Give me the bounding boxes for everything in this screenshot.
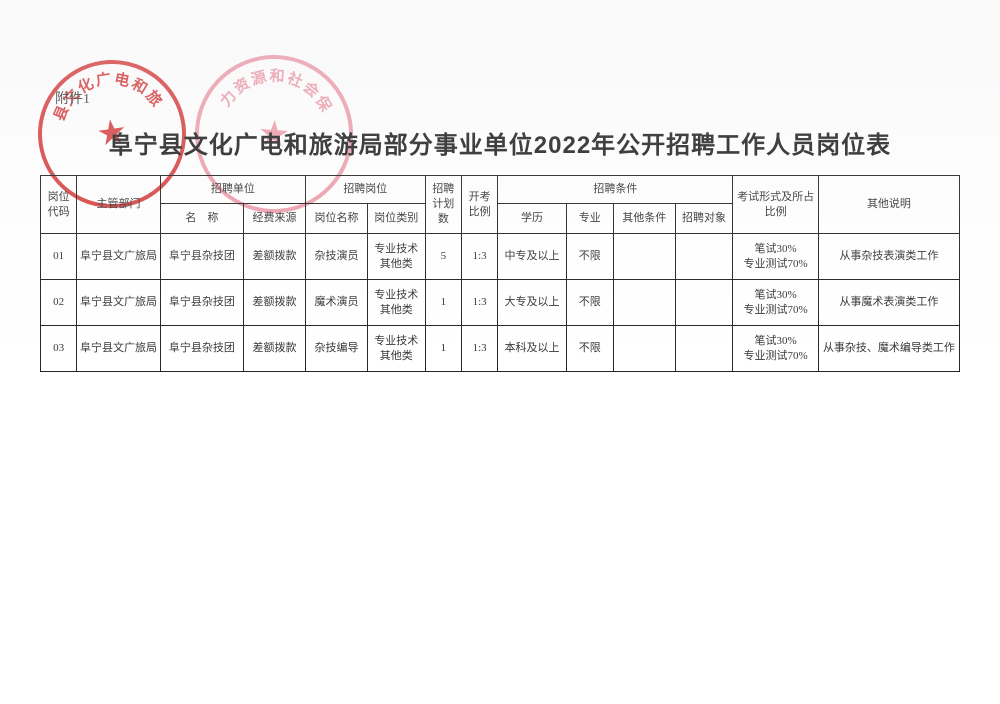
cell-pname: 魔术演员 xyxy=(305,280,367,326)
cell-major: 不限 xyxy=(566,326,613,372)
th-unit-group: 招聘单位 xyxy=(160,176,305,204)
cell-note: 从事魔术表演类工作 xyxy=(818,280,959,326)
seal-pink-text: 力资源和社会保 xyxy=(216,63,339,117)
table-header: 岗位代码 主管部门 招聘单位 招聘岗位 招聘计划数 开考比例 招聘条件 考试形式… xyxy=(41,176,960,234)
cell-edu: 本科及以上 xyxy=(498,326,566,372)
cell-unit: 阜宁县杂技团 xyxy=(160,234,243,280)
cell-note: 从事杂技表演类工作 xyxy=(818,234,959,280)
cell-other xyxy=(613,280,675,326)
cell-edu: 大专及以上 xyxy=(498,280,566,326)
th-major: 专业 xyxy=(566,204,613,234)
cell-pname: 杂技演员 xyxy=(305,234,367,280)
th-post-group: 招聘岗位 xyxy=(305,176,425,204)
cell-code: 02 xyxy=(41,280,77,326)
th-note: 其他说明 xyxy=(818,176,959,234)
th-edu: 学历 xyxy=(498,204,566,234)
th-dept: 主管部门 xyxy=(77,176,160,234)
cell-major: 不限 xyxy=(566,280,613,326)
th-unit-fund: 经费来源 xyxy=(244,204,306,234)
th-exam: 考试形式及所占比例 xyxy=(733,176,818,234)
th-other-cond: 其他条件 xyxy=(613,204,675,234)
cell-target xyxy=(675,280,733,326)
cell-plan: 5 xyxy=(425,234,461,280)
cell-pname: 杂技编导 xyxy=(305,326,367,372)
table-row: 02阜宁县文广旅局阜宁县杂技团差额拨款魔术演员专业技术其他类11:3大专及以上不… xyxy=(41,280,960,326)
positions-table: 岗位代码 主管部门 招聘单位 招聘岗位 招聘计划数 开考比例 招聘条件 考试形式… xyxy=(40,175,960,372)
cell-pcat: 专业技术其他类 xyxy=(367,326,425,372)
th-target: 招聘对象 xyxy=(675,204,733,234)
cell-edu: 中专及以上 xyxy=(498,234,566,280)
th-ratio: 开考比例 xyxy=(461,176,497,234)
cell-fund: 差额拨款 xyxy=(244,234,306,280)
cell-note: 从事杂技、魔术编导类工作 xyxy=(818,326,959,372)
positions-table-wrap: 岗位代码 主管部门 招聘单位 招聘岗位 招聘计划数 开考比例 招聘条件 考试形式… xyxy=(40,175,960,372)
cell-dept: 阜宁县文广旅局 xyxy=(77,234,160,280)
cell-ratio: 1:3 xyxy=(461,234,497,280)
table-row: 03阜宁县文广旅局阜宁县杂技团差额拨款杂技编导专业技术其他类11:3本科及以上不… xyxy=(41,326,960,372)
th-plan: 招聘计划数 xyxy=(425,176,461,234)
table-body: 01阜宁县文广旅局阜宁县杂技团差额拨款杂技演员专业技术其他类51:3中专及以上不… xyxy=(41,234,960,372)
cell-plan: 1 xyxy=(425,280,461,326)
th-post-cat: 岗位类别 xyxy=(367,204,425,234)
cell-exam: 笔试30%专业测试70% xyxy=(733,234,818,280)
cell-ratio: 1:3 xyxy=(461,326,497,372)
th-code: 岗位代码 xyxy=(41,176,77,234)
cell-unit: 阜宁县杂技团 xyxy=(160,326,243,372)
attachment-label: 附件1 xyxy=(55,88,90,108)
cell-target xyxy=(675,326,733,372)
cell-other xyxy=(613,234,675,280)
page-root: { "attachment_label": "附件1", "title": "阜… xyxy=(0,0,1000,704)
cell-unit: 阜宁县杂技团 xyxy=(160,280,243,326)
cell-exam: 笔试30%专业测试70% xyxy=(733,326,818,372)
cell-fund: 差额拨款 xyxy=(244,280,306,326)
cell-ratio: 1:3 xyxy=(461,280,497,326)
cell-dept: 阜宁县文广旅局 xyxy=(77,280,160,326)
cell-dept: 阜宁县文广旅局 xyxy=(77,326,160,372)
cell-other xyxy=(613,326,675,372)
cell-code: 03 xyxy=(41,326,77,372)
cell-plan: 1 xyxy=(425,326,461,372)
cell-target xyxy=(675,234,733,280)
table-row: 01阜宁县文广旅局阜宁县杂技团差额拨款杂技演员专业技术其他类51:3中专及以上不… xyxy=(41,234,960,280)
page-title: 阜宁县文化广电和旅游局部分事业单位2022年公开招聘工作人员岗位表 xyxy=(0,125,1000,160)
cell-code: 01 xyxy=(41,234,77,280)
cell-fund: 差额拨款 xyxy=(244,326,306,372)
cell-major: 不限 xyxy=(566,234,613,280)
cell-exam: 笔试30%专业测试70% xyxy=(733,280,818,326)
th-cond-group: 招聘条件 xyxy=(498,176,733,204)
svg-text:力资源和社会保: 力资源和社会保 xyxy=(216,63,339,117)
cell-pcat: 专业技术其他类 xyxy=(367,234,425,280)
th-post-name: 岗位名称 xyxy=(305,204,367,234)
th-unit-name: 名 称 xyxy=(160,204,243,234)
cell-pcat: 专业技术其他类 xyxy=(367,280,425,326)
